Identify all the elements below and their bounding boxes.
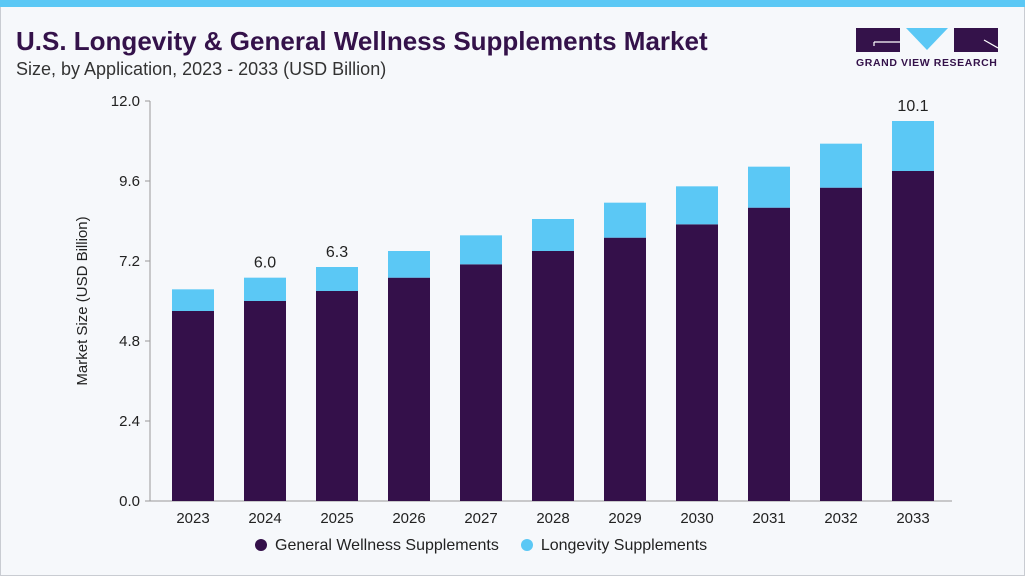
legend-swatch-longevity (520, 539, 533, 551)
bar-longevity-2026 (388, 251, 430, 278)
x-tick-label: 2031 (752, 510, 785, 527)
bar-longevity-2024 (244, 277, 286, 301)
bar-general-2023 (172, 311, 214, 501)
x-tick-label: 2026 (392, 510, 425, 527)
legend: General Wellness Supplements Longevity S… (255, 537, 707, 555)
bar-longevity-2025 (316, 267, 358, 291)
y-tick-label: 0.0 (119, 493, 140, 510)
data-label: 10.1 (897, 98, 928, 115)
legend-item-general: General Wellness Supplements (255, 537, 499, 555)
legend-item-longevity: Longevity Supplements (520, 537, 708, 555)
y-tick-label: 7.2 (119, 253, 140, 270)
bar-longevity-2031 (748, 166, 790, 208)
grand-view-research-logo (856, 28, 998, 52)
legend-label: Longevity Supplements (540, 537, 708, 554)
x-tick-label: 2024 (248, 510, 281, 527)
bar-general-2030 (676, 224, 718, 502)
bar-general-2031 (748, 207, 790, 501)
legend-label: General Wellness Supplements (275, 537, 499, 554)
chart-title: U.S. Longevity & General Wellness Supple… (16, 26, 708, 56)
bar-general-2027 (460, 264, 502, 501)
bar-general-2033 (892, 171, 934, 501)
chart-subtitle: Size, by Application, 2023 - 2033 (USD B… (16, 59, 387, 79)
data-label: 6.3 (326, 244, 348, 261)
bar-longevity-2027 (460, 235, 502, 265)
x-tick-label: 2029 (608, 510, 641, 527)
y-tick-label: 4.8 (119, 333, 140, 350)
bar-general-2025 (316, 291, 358, 501)
bar-longevity-2032 (820, 143, 862, 188)
bar-longevity-2028 (532, 219, 574, 251)
x-tick-label: 2027 (464, 510, 497, 527)
top-accent-bar (0, 0, 1025, 7)
bar-general-2024 (244, 301, 286, 501)
data-label: 6.0 (254, 255, 276, 272)
y-tick-label: 2.4 (119, 413, 140, 430)
x-tick-label: 2025 (320, 510, 353, 527)
bar-general-2026 (388, 277, 430, 501)
bar-general-2029 (604, 237, 646, 501)
bar-longevity-2033 (892, 121, 934, 171)
x-tick-label: 2023 (176, 510, 209, 527)
logo-text: GRAND VIEW RESEARCH (856, 57, 998, 69)
x-tick-label: 2032 (824, 510, 857, 527)
bar-longevity-2029 (604, 202, 646, 238)
bar-general-2028 (532, 251, 574, 501)
bar-longevity-2023 (172, 289, 214, 311)
bar-general-2032 (820, 187, 862, 501)
x-tick-label: 2033 (896, 510, 929, 527)
y-tick-label: 9.6 (119, 173, 140, 190)
x-tick-label: 2030 (680, 510, 713, 527)
y-axis-label: Market Size (USD Billion) (74, 216, 91, 385)
bar-longevity-2030 (676, 186, 718, 225)
y-tick-label: 12.0 (111, 93, 140, 110)
x-tick-label: 2028 (536, 510, 569, 527)
legend-swatch-general (255, 539, 267, 551)
